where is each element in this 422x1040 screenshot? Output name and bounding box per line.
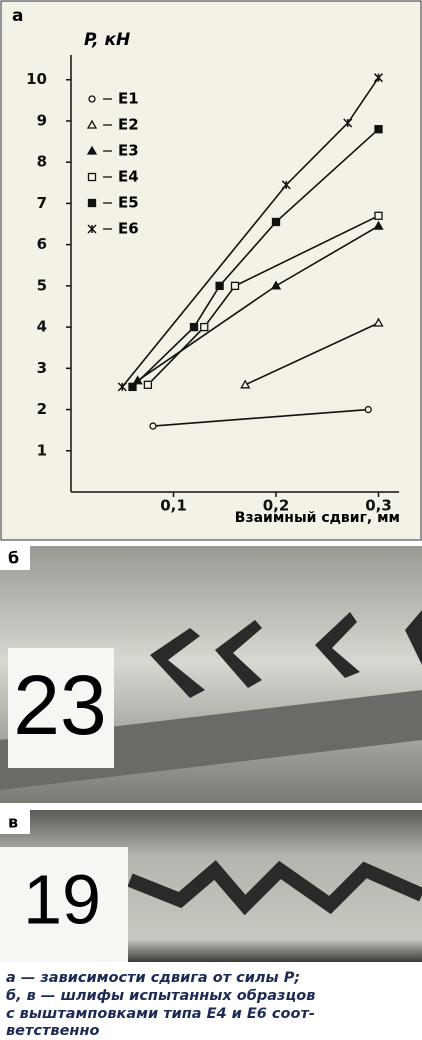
caption-line: а — зависимости сдвига от силы P; (6, 970, 300, 986)
marker (373, 73, 384, 83)
caption-line: с выштамповками типа E4 и E6 соот- (6, 1006, 315, 1022)
marker (87, 224, 97, 234)
marker (270, 280, 282, 290)
marker (86, 119, 98, 129)
marker (128, 382, 137, 392)
marker (230, 281, 240, 291)
legend-label: E6 (118, 220, 139, 238)
marker (87, 198, 97, 208)
legend-label: E4 (118, 168, 139, 186)
marker (87, 172, 97, 182)
series-line (152, 408, 369, 427)
marker (117, 382, 127, 392)
marker (149, 422, 157, 430)
legend-label: E2 (118, 116, 139, 134)
marker (88, 95, 96, 103)
marker (364, 405, 372, 414)
y-tick-label: 1 (37, 441, 47, 459)
y-tick-label: 2 (37, 400, 47, 418)
series-line (121, 77, 380, 388)
marker (343, 118, 353, 128)
y-tick-label: 7 (37, 194, 47, 212)
marker (143, 380, 153, 389)
photo-number: 23 (13, 658, 106, 752)
legend-label: E1 (118, 90, 139, 108)
y-tick-label: 8 (37, 153, 47, 171)
photo-b: 23 б (0, 546, 422, 803)
x-tick-label: 0,3 (365, 497, 392, 515)
marker (189, 322, 199, 332)
marker (374, 125, 383, 134)
marker (271, 217, 281, 227)
marker (86, 145, 98, 155)
y-tick-label: 4 (37, 318, 47, 336)
marker (281, 180, 291, 190)
y-axis-label: P, кН (84, 30, 130, 50)
caption-line: б, в — шлифы испытанных образцов (6, 988, 315, 1004)
marker (240, 379, 251, 389)
panel-label: а (12, 6, 23, 26)
series-line (147, 215, 379, 386)
marker (373, 317, 384, 327)
marker (215, 281, 224, 291)
panel-a (0, 0, 422, 541)
marker (373, 220, 384, 230)
x-tick-label: 0,2 (263, 497, 290, 515)
photo-number: 19 (23, 860, 101, 938)
y-tick-label: 6 (37, 235, 47, 253)
x-axis-label: Взаимный сдвиг, мм (235, 510, 400, 526)
photo-c: 19 в (0, 810, 422, 962)
panel-label: в (8, 813, 18, 832)
series-line (244, 322, 379, 386)
caption-line: ветственно (6, 1023, 99, 1036)
y-tick-label: 5 (37, 276, 47, 294)
legend-label: E3 (118, 142, 139, 160)
marker (200, 322, 209, 332)
x-tick-label: 0,1 (160, 497, 187, 515)
marker (374, 211, 383, 220)
y-tick-label: 9 (37, 111, 47, 129)
panel-label: б (8, 549, 19, 568)
y-tick-label: 10 (26, 70, 47, 88)
y-tick-label: 3 (37, 359, 47, 377)
legend-label: E5 (118, 194, 139, 212)
